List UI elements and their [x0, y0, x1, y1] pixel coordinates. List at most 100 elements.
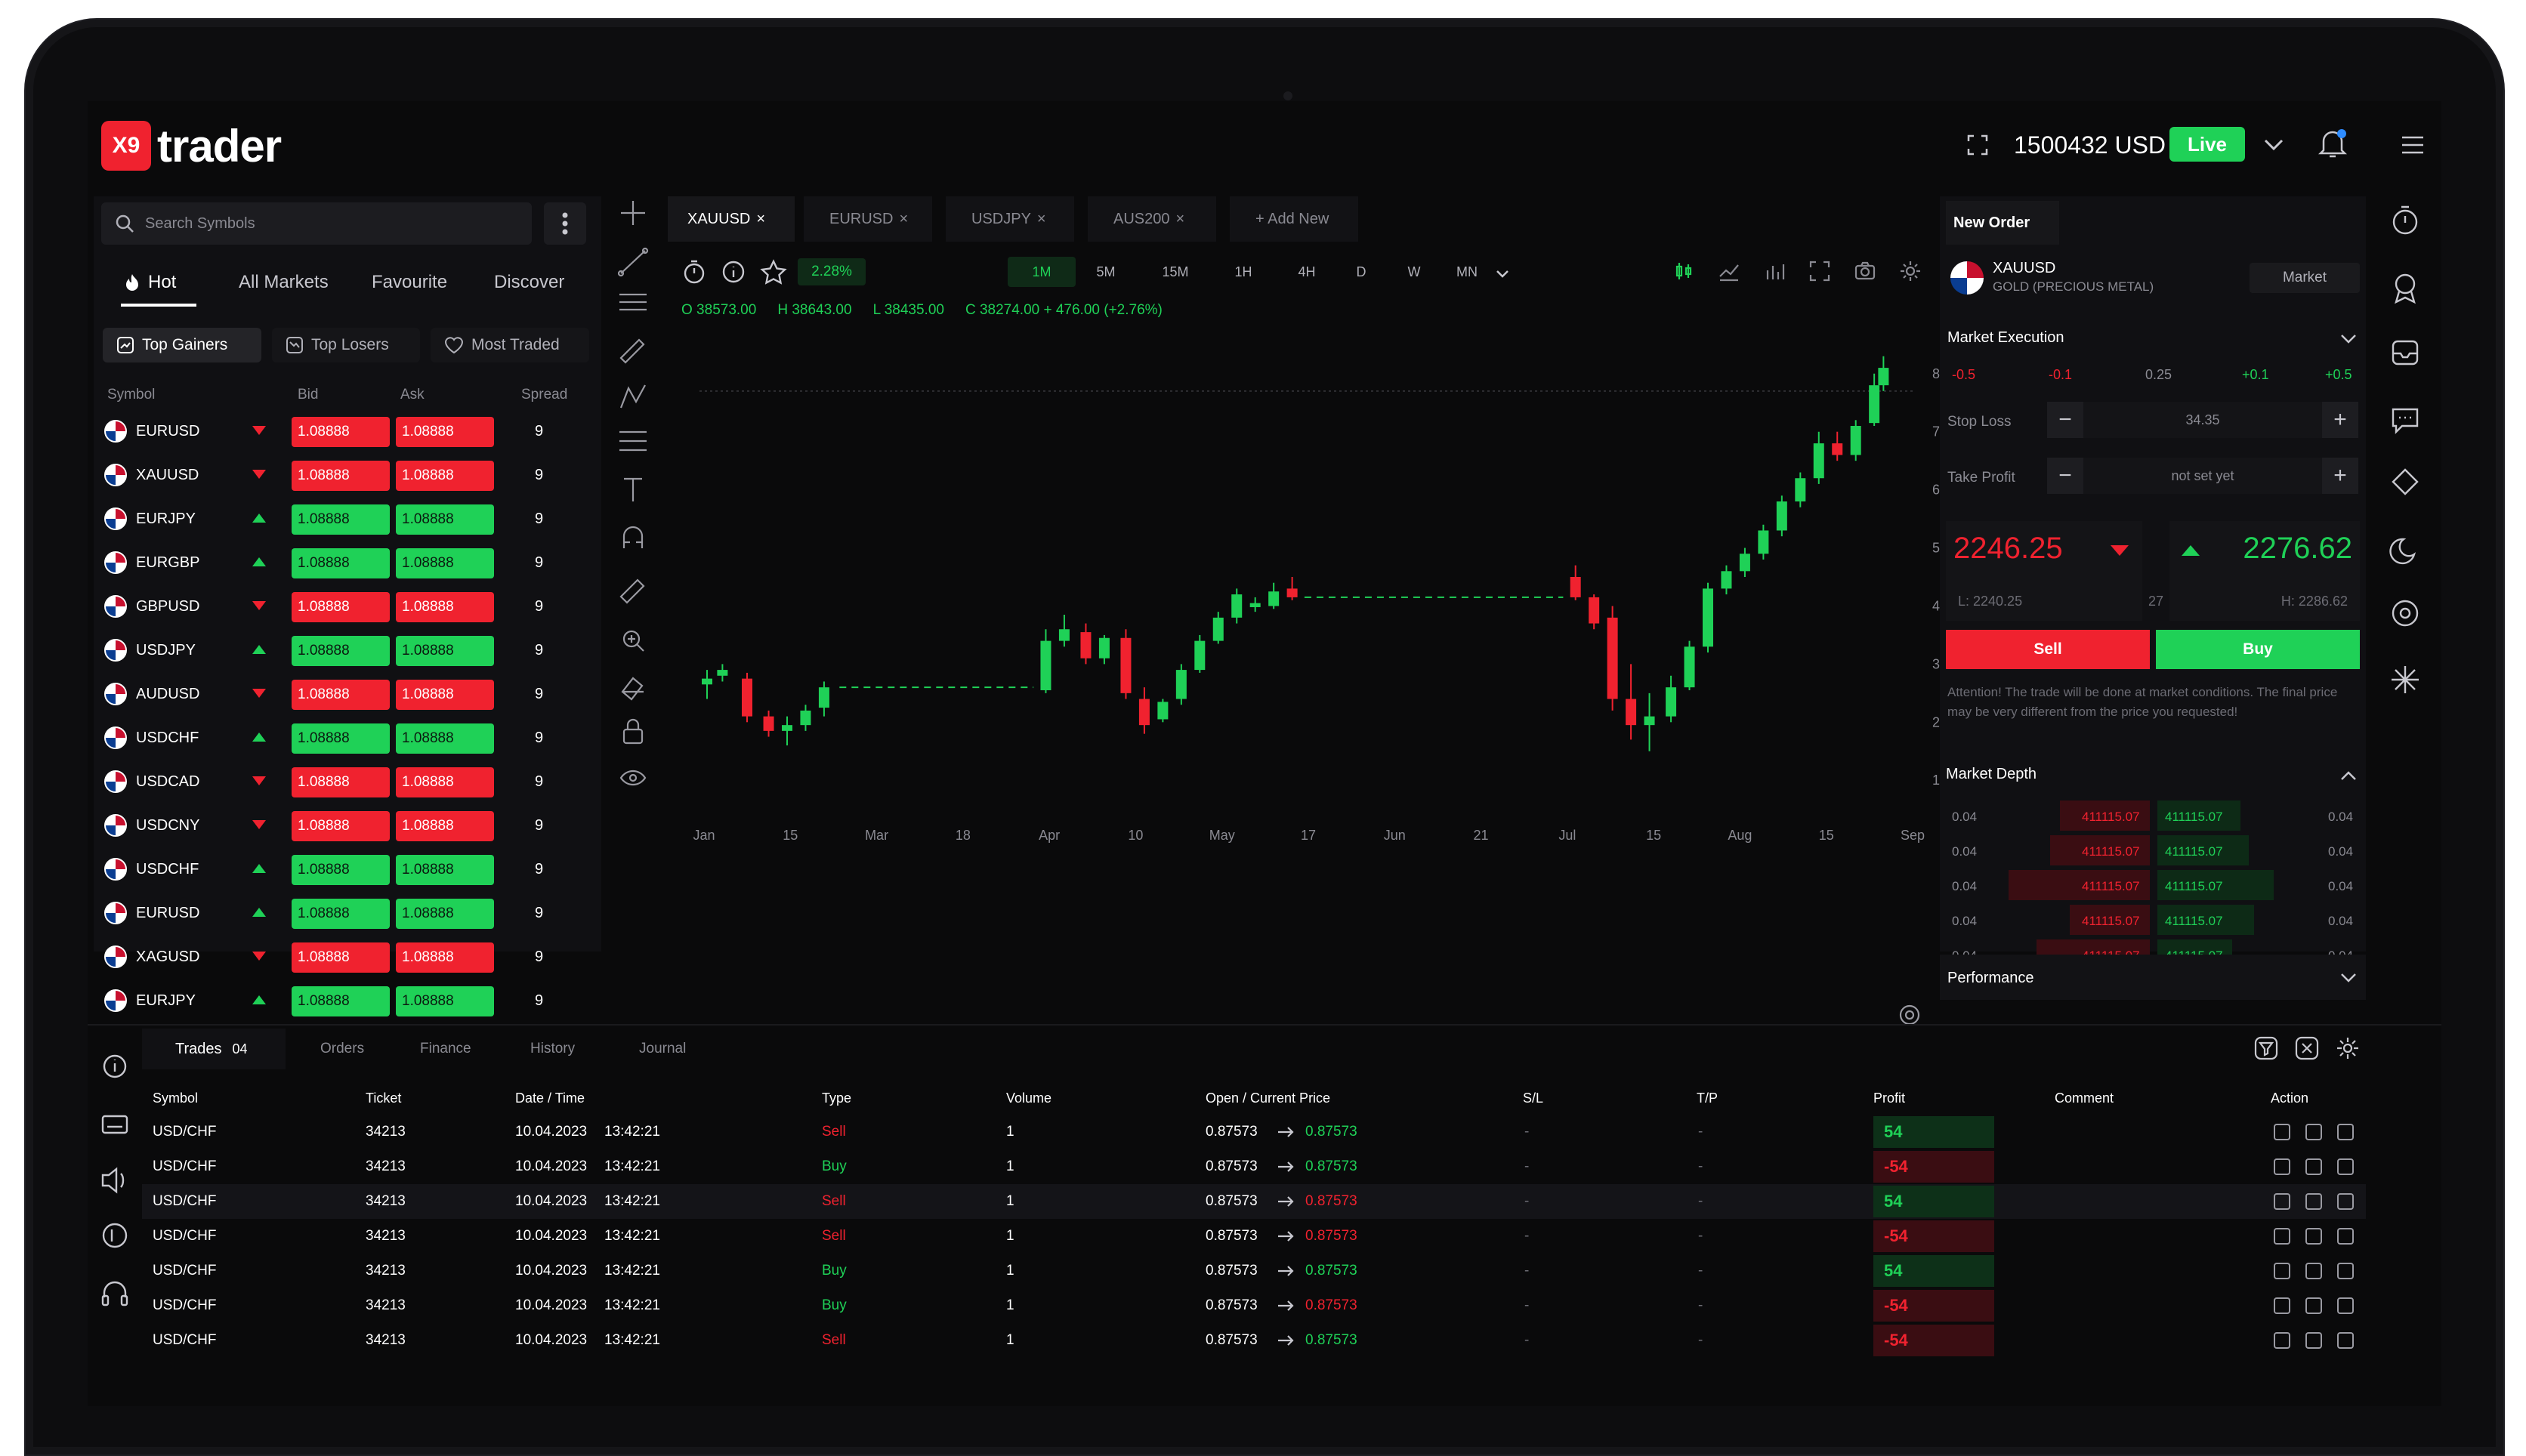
- timeframe-d[interactable]: D: [1356, 264, 1366, 279]
- symbol-row[interactable]: EURGBP 1.08888 1.08888 9: [94, 545, 601, 581]
- stop-loss-stepper[interactable]: − 34.35 +: [2047, 402, 2358, 438]
- trade-row[interactable]: USD/CHF 34213 10.04.2023 13:42:21 Buy 1 …: [142, 1288, 2366, 1323]
- take-profit-minus-button[interactable]: −: [2047, 458, 2083, 494]
- trade-row[interactable]: USD/CHF 34213 10.04.2023 13:42:21 Sell 1…: [142, 1184, 2366, 1219]
- trade-info-icon[interactable]: [2274, 1228, 2290, 1245]
- symbol-row[interactable]: EURJPY 1.08888 1.08888 9: [94, 501, 601, 538]
- step-minus-0-1[interactable]: -0.1: [2049, 367, 2073, 382]
- camera-icon[interactable]: [1854, 260, 1876, 282]
- fib-icon[interactable]: [619, 430, 647, 452]
- trade-close-icon[interactable]: [2337, 1228, 2354, 1245]
- trade-info-icon[interactable]: [2274, 1263, 2290, 1279]
- filter-icon[interactable]: [2254, 1036, 2278, 1060]
- eraser-icon[interactable]: [621, 677, 644, 701]
- chart-tab-aus200[interactable]: AUS200 ×: [1088, 196, 1216, 242]
- bid-price[interactable]: 1.08888: [292, 986, 390, 1016]
- chart-tab-xauusd[interactable]: XAUUSD ×: [668, 196, 795, 242]
- symbol-row[interactable]: XAUUSD 1.08888 1.08888 9: [94, 458, 601, 494]
- trade-close-icon[interactable]: [2337, 1297, 2354, 1314]
- symbol-row[interactable]: USDCHF 1.08888 1.08888 9: [94, 720, 601, 757]
- timeframe-1m[interactable]: 1M: [1008, 257, 1076, 287]
- trade-edit-icon[interactable]: [2305, 1297, 2322, 1314]
- bid-price[interactable]: 1.08888: [292, 636, 390, 666]
- trade-edit-icon[interactable]: [2305, 1332, 2322, 1349]
- logo[interactable]: X9 trader: [101, 119, 282, 172]
- stopwatch-icon[interactable]: [2392, 205, 2418, 235]
- filter-top-gainers[interactable]: Top Gainers: [103, 328, 261, 362]
- ask-price[interactable]: 1.08888: [396, 417, 494, 447]
- step-plus-0-5[interactable]: +0.5: [2325, 367, 2352, 382]
- more-options-icon[interactable]: [544, 202, 586, 245]
- magnet-icon[interactable]: [622, 526, 644, 548]
- ask-price[interactable]: 1.08888: [396, 548, 494, 578]
- sparkle-icon[interactable]: [2392, 666, 2419, 693]
- tab-hot[interactable]: Hot: [124, 272, 176, 293]
- expand-icon[interactable]: [1808, 260, 1831, 282]
- timer-icon[interactable]: [681, 259, 707, 285]
- bid-price[interactable]: 1.08888: [292, 592, 390, 622]
- text-tool-icon[interactable]: [624, 477, 642, 501]
- trade-close-icon[interactable]: [2337, 1263, 2354, 1279]
- symbol-row[interactable]: XAGUSD 1.08888 1.08888 9: [94, 939, 601, 976]
- take-profit-stepper[interactable]: − not set yet +: [2047, 458, 2358, 494]
- zoom-icon[interactable]: [622, 630, 644, 652]
- tab-all-markets[interactable]: All Markets: [239, 272, 329, 292]
- timeframe-dropdown-icon[interactable]: [1493, 264, 1512, 284]
- step-minus-0-5[interactable]: -0.5: [1952, 367, 1976, 382]
- ask-price[interactable]: 1.08888: [396, 504, 494, 535]
- pattern-icon[interactable]: [619, 384, 646, 409]
- symbol-row[interactable]: EURJPY 1.08888 1.08888 9: [94, 983, 601, 1020]
- info-circle-icon[interactable]: [103, 1054, 127, 1078]
- ask-price[interactable]: 1.08888: [396, 461, 494, 491]
- take-profit-input[interactable]: not set yet: [2171, 468, 2234, 483]
- price-chart[interactable]: 800.000700.000600.000500.000400.000300.0…: [669, 335, 2029, 894]
- tab-history[interactable]: History: [530, 1041, 576, 1057]
- table-settings-icon[interactable]: [2336, 1036, 2360, 1060]
- new-order-tab[interactable]: New Order: [1946, 201, 2059, 245]
- trade-row[interactable]: USD/CHF 34213 10.04.2023 13:42:21 Sell 1…: [142, 1115, 2366, 1149]
- bid-price[interactable]: 1.08888: [292, 811, 390, 841]
- chart-tab-eurusd[interactable]: EURUSD ×: [804, 196, 932, 242]
- trade-info-icon[interactable]: [2274, 1124, 2290, 1140]
- ask-price[interactable]: 1.08888: [396, 899, 494, 929]
- trade-close-icon[interactable]: [2337, 1332, 2354, 1349]
- crosshair-icon[interactable]: [621, 201, 645, 225]
- timeframe-mn[interactable]: MN: [1456, 264, 1478, 279]
- bid-price[interactable]: 1.08888: [292, 855, 390, 885]
- filter-top-losers[interactable]: Top Losers: [272, 328, 420, 362]
- trade-edit-icon[interactable]: [2305, 1124, 2322, 1140]
- chart-tab-usdjpy[interactable]: USDJPY ×: [946, 196, 1074, 242]
- execution-select[interactable]: Market Execution: [1947, 329, 2064, 346]
- bid-price[interactable]: 1.08888: [292, 417, 390, 447]
- horizontal-lines-icon[interactable]: [619, 293, 647, 311]
- eye-icon[interactable]: [619, 770, 647, 786]
- safe-icon[interactable]: [2392, 600, 2419, 627]
- trade-info-icon[interactable]: [2274, 1193, 2290, 1210]
- headset-icon[interactable]: [101, 1281, 128, 1306]
- trade-info-icon[interactable]: [2274, 1332, 2290, 1349]
- close-all-icon[interactable]: [2295, 1036, 2319, 1060]
- trade-edit-icon[interactable]: [2305, 1158, 2322, 1175]
- line-chart-icon[interactable]: [1718, 260, 1740, 282]
- ask-price[interactable]: 1.08888: [396, 855, 494, 885]
- speaker-icon[interactable]: [101, 1167, 125, 1194]
- trade-edit-icon[interactable]: [2305, 1263, 2322, 1279]
- inbox-icon[interactable]: [2392, 340, 2419, 366]
- notification-bell-icon[interactable]: [2316, 127, 2349, 160]
- stop-loss-plus-button[interactable]: +: [2322, 402, 2358, 438]
- ruler-icon[interactable]: [619, 578, 645, 604]
- sell-button[interactable]: Sell: [1946, 630, 2150, 669]
- tab-discover[interactable]: Discover: [494, 272, 565, 292]
- bid-price[interactable]: 1.08888: [292, 723, 390, 754]
- take-profit-plus-button[interactable]: +: [2322, 458, 2358, 494]
- tab-orders[interactable]: Orders: [320, 1041, 365, 1057]
- trade-edit-icon[interactable]: [2305, 1193, 2322, 1210]
- ask-price[interactable]: 1.08888: [396, 767, 494, 797]
- trade-row[interactable]: USD/CHF 34213 10.04.2023 13:42:21 Sell 1…: [142, 1219, 2366, 1254]
- chat-icon[interactable]: [2392, 408, 2419, 434]
- info-icon[interactable]: [721, 259, 746, 285]
- symbol-row[interactable]: AUDUSD 1.08888 1.08888 9: [94, 677, 601, 713]
- bid-price[interactable]: 1.08888: [292, 899, 390, 929]
- step-plus-0-1[interactable]: +0.1: [2242, 367, 2269, 382]
- trade-edit-icon[interactable]: [2305, 1228, 2322, 1245]
